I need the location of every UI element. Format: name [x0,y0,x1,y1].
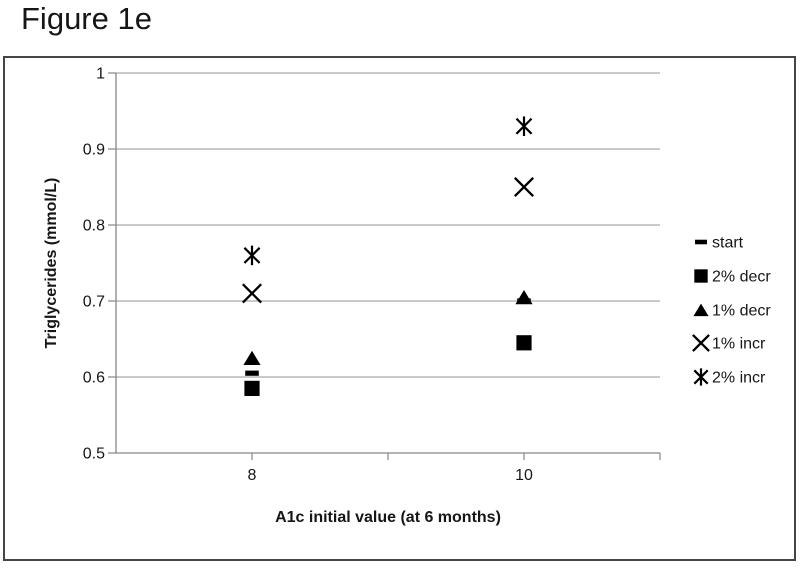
legend-label-2-incr: 2% incr [712,370,766,387]
marker-2-decr-10 [516,335,532,351]
marker-start-8 [245,370,259,376]
y-tick-label-0-8: 0.8 [83,218,105,235]
chart-frame [3,56,796,561]
marker-1-decr-8 [243,350,261,365]
marker-1-incr-10 [513,176,535,198]
x-tick-label-10: 10 [515,467,533,484]
marker-2-decr-8 [244,380,260,396]
marker-1-incr-8 [241,283,263,304]
legend-label-1-incr: 1% incr [712,336,766,353]
legend-marker-1-incr [692,334,710,352]
y-axis-title: Triglycerides (mmol/L) [43,178,60,349]
legend-marker-start [695,239,707,245]
y-tick-label-0-6: 0.6 [83,370,105,387]
legend-marker-1-decr [693,303,709,317]
legend-label-start: start [712,235,744,252]
legend-marker-2-decr [694,269,708,283]
figure-title: Figure 1e [21,1,152,36]
x-axis-title: A1c initial value (at 6 months) [275,509,501,526]
y-tick-label-0-9: 0.9 [83,142,105,159]
x-tick-label-8: 8 [248,467,257,484]
legend-label-1-decr: 1% decr [712,303,771,320]
y-tick-label-0-5: 0.5 [83,446,105,463]
y-tick-label-0-7: 0.7 [83,294,105,311]
marker-1-decr-10 [515,290,533,305]
legend-label-2-decr: 2% decr [712,269,771,286]
y-tick-label-1: 1 [96,66,105,83]
